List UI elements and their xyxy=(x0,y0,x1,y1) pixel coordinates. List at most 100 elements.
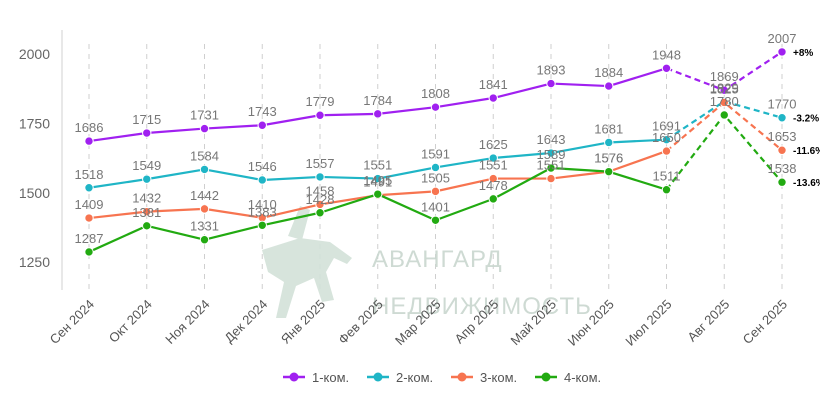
x-tick-label: Ноя 2024 xyxy=(162,297,212,347)
series-1-point xyxy=(84,136,94,146)
series-4-point xyxy=(430,215,441,225)
series-4-data-label: 1383 xyxy=(248,204,277,219)
series-2-data-label: 1591 xyxy=(421,146,450,161)
series-3-data-label: 1491 xyxy=(363,174,392,189)
series-2-data-label: 1551 xyxy=(363,158,392,173)
legend-label: 1-ком. xyxy=(312,370,349,385)
series-1-data-label: 1841 xyxy=(479,77,508,92)
series-4-data-label: 1589 xyxy=(537,147,566,162)
series-1-point xyxy=(315,110,325,120)
series-1-point xyxy=(199,123,210,134)
legend-swatch-marker xyxy=(457,372,467,382)
series-1-data-label: 2007 xyxy=(768,31,797,46)
series-1-point xyxy=(142,128,152,138)
x-tick-label: Сен 2025 xyxy=(740,297,790,347)
x-tick-label: Окт 2024 xyxy=(106,297,155,346)
series-4-point xyxy=(719,110,729,120)
legend-item-3[interactable]: 3-ком. xyxy=(451,370,517,385)
series-3-point xyxy=(488,173,498,184)
legend-swatch-marker xyxy=(289,372,299,382)
series-3-data-label: 1551 xyxy=(537,158,566,173)
series-2-projection-line xyxy=(665,100,783,141)
legend-item-2[interactable]: 2-ком. xyxy=(367,370,433,385)
series-2-data-label: 1546 xyxy=(248,159,277,174)
y-tick-label: 2000 xyxy=(19,46,50,62)
series-1-data-label: 1715 xyxy=(132,112,161,127)
series-3-point xyxy=(661,146,672,156)
horse-rider-logo xyxy=(262,206,352,318)
series-2-point xyxy=(257,175,267,185)
series-2-data-label: 1549 xyxy=(132,158,161,173)
series-4-data-label: 1538 xyxy=(768,161,797,176)
legend-label: 4-ком. xyxy=(564,370,601,385)
series-2-data-label: 1681 xyxy=(594,121,623,136)
series-2-data-label: 1770 xyxy=(768,97,797,112)
series-3-point xyxy=(142,206,152,217)
series-3-change-label: -11.6% xyxy=(793,146,820,157)
series-3-data-label: 1653 xyxy=(768,129,797,144)
series-1-point xyxy=(257,120,267,130)
series-1-data-label: 1779 xyxy=(306,94,335,109)
y-tick-label: 1250 xyxy=(19,254,50,270)
series-3-data-label: 1409 xyxy=(75,197,104,212)
data-labels: 1686 1715 1731 1743 1779 1784 1808 1841 1893 1884… xyxy=(75,31,820,246)
series-1-point xyxy=(488,93,498,103)
y-tick-label: 1500 xyxy=(19,185,50,201)
series-2-point xyxy=(142,174,152,184)
series-3-data-label: 1551 xyxy=(479,158,508,173)
series-4-data-label: 1511 xyxy=(653,169,681,184)
series-1-point xyxy=(604,81,614,91)
series-4-data-label: 1331 xyxy=(190,219,219,234)
series-4-data-label: 1381 xyxy=(132,205,161,220)
series-2-data-label: 1691 xyxy=(652,119,681,134)
series-3-point xyxy=(199,204,210,214)
series-1-data-label: 1948 xyxy=(652,47,681,62)
series-4-data-label: 1428 xyxy=(306,192,335,207)
legend[interactable]: 1-ком. 2-ком. 3-ком. 4-ком. xyxy=(283,370,601,385)
series-4-point xyxy=(604,166,614,177)
series xyxy=(84,47,787,257)
legend-label: 3-ком. xyxy=(480,370,517,385)
series-1-data-label: 1743 xyxy=(248,104,277,119)
series-4-data-label: 1495 xyxy=(363,173,392,188)
series-4-data-label: 1287 xyxy=(75,231,104,246)
legend-item-1[interactable]: 1-ком. xyxy=(283,370,349,385)
x-tick-label: Июл 2025 xyxy=(622,297,674,349)
series-2-data-label: 1557 xyxy=(306,156,335,171)
series-3-point xyxy=(84,213,94,223)
series-4-point xyxy=(257,220,267,230)
series-2-point xyxy=(777,113,787,123)
legend-item-4[interactable]: 4-ком. xyxy=(535,370,601,385)
series-1-point xyxy=(430,102,441,112)
series-2-data-label: 1584 xyxy=(190,148,219,163)
series-3-data-label: 1505 xyxy=(421,170,450,185)
series-1-point xyxy=(373,109,383,119)
series-3-data-label: 1458 xyxy=(306,183,335,198)
series-3-data-label: 1432 xyxy=(132,191,161,206)
series-2-data-label: 1518 xyxy=(75,167,104,182)
series-2-data-label: 1643 xyxy=(537,132,566,147)
watermark-line1: АВАНГАРД xyxy=(372,246,503,273)
series-4-change-label: -13.6% xyxy=(793,178,820,189)
series-4-point xyxy=(199,235,210,245)
series-1-data-label: 1731 xyxy=(190,108,219,123)
legend-swatch-marker xyxy=(541,372,551,382)
legend-label: 2-ком. xyxy=(396,370,433,385)
series-3-point xyxy=(430,186,441,197)
x-tick-label: Сен 2024 xyxy=(47,297,97,347)
series-1-point xyxy=(661,63,672,73)
legend-swatch-marker xyxy=(373,372,383,382)
series-3-data-label: 1576 xyxy=(594,151,623,166)
series-4-data-label: 1780 xyxy=(710,94,739,109)
series-2-point xyxy=(315,172,325,182)
series-1-point xyxy=(719,85,729,95)
x-tick-label: Авг 2025 xyxy=(684,297,732,345)
series-3-data-label: 1410 xyxy=(248,197,277,212)
x-tick-label: Фев 2025 xyxy=(335,297,386,348)
series-3-point xyxy=(719,97,729,108)
series-3-data-label: 1442 xyxy=(190,188,219,203)
series-4-data-label: 1478 xyxy=(479,178,508,193)
series-2-point xyxy=(661,134,672,145)
